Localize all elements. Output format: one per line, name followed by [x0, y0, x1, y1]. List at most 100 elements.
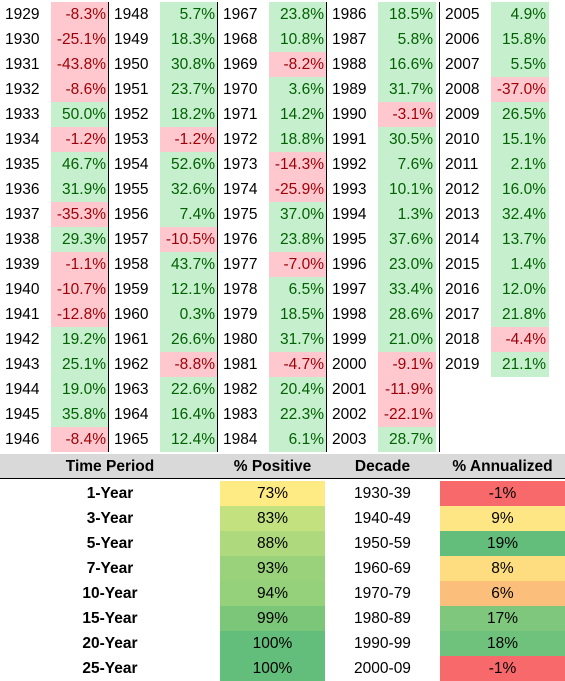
year-label: 1931	[5, 56, 40, 73]
year-label: 1929	[5, 6, 40, 23]
return-value: 10.1%	[378, 177, 436, 202]
year-label: 1976	[223, 231, 258, 248]
year-return-row: 1971 14.2%	[218, 102, 327, 127]
return-value: 5.8%	[378, 27, 436, 52]
year-label: 1999	[332, 331, 367, 348]
year-label: 1963	[114, 381, 149, 398]
year-label: 1965	[114, 431, 149, 448]
year-return-row: 1935 46.7%	[0, 152, 109, 177]
time-period-label: 5-Year	[86, 535, 134, 552]
year-label: 1961	[114, 331, 149, 348]
year-return-row: 1984 6.1%	[218, 427, 327, 452]
year-label: 1954	[114, 156, 149, 173]
year-label: 1983	[223, 406, 258, 423]
year-label: 1960	[114, 306, 149, 323]
decade-label: 1940-49	[354, 510, 411, 527]
year-label: 1982	[223, 381, 258, 398]
year-return-row: 1948 5.7%	[109, 2, 218, 27]
percent-positive-value: 100%	[220, 656, 325, 681]
year-return-row: 1999 21.0%	[327, 327, 436, 352]
year-return-row: 2014 13.7%	[440, 227, 549, 252]
year-return-row: 1962 -8.8%	[109, 352, 218, 377]
return-value: 12.1%	[160, 277, 218, 302]
year-return-row: 2016 12.0%	[440, 277, 549, 302]
year-label: 2002	[332, 406, 367, 423]
year-label: 1984	[223, 431, 258, 448]
year-label: 1938	[5, 231, 40, 248]
year-return-row: 1939 -1.1%	[0, 252, 109, 277]
return-value: 29.3%	[51, 227, 109, 252]
annualized-value: 17%	[440, 606, 565, 631]
year-label: 1934	[5, 131, 40, 148]
year-label: 2015	[445, 256, 480, 273]
year-return-row: 2018 -4.4%	[440, 327, 549, 352]
return-value: 22.6%	[160, 377, 218, 402]
return-value: 35.8%	[51, 402, 109, 427]
return-value: -10.5%	[160, 227, 218, 252]
year-label: 1967	[223, 6, 258, 23]
annualized-value: -1%	[440, 656, 565, 681]
return-value: 14.2%	[269, 102, 327, 127]
year-return-row: 1997 33.4%	[327, 277, 436, 302]
return-value: 22.3%	[269, 402, 327, 427]
year-label: 1970	[223, 81, 258, 98]
return-value: -8.4%	[51, 427, 109, 452]
return-value: -1.2%	[51, 127, 109, 152]
year-label: 2011	[445, 156, 479, 173]
decade-label: 1990-99	[354, 635, 411, 652]
return-value: 19.0%	[51, 377, 109, 402]
return-value: 1.3%	[378, 202, 436, 227]
year-return-row: 1978 6.5%	[218, 277, 327, 302]
return-value: -25.9%	[269, 177, 327, 202]
decade-label: 1960-69	[354, 560, 411, 577]
year-return-row: 1946 -8.4%	[0, 427, 109, 452]
return-value: -25.1%	[51, 27, 109, 52]
year-label: 1959	[114, 281, 149, 298]
year-return-row: 2011 2.1%	[440, 152, 549, 177]
year-return-row: 1980 31.7%	[218, 327, 327, 352]
year-return-row: 1952 18.2%	[109, 102, 218, 127]
year-label: 1972	[223, 131, 258, 148]
return-value: 0.3%	[160, 302, 218, 327]
year-return-row: 1975 37.0%	[218, 202, 327, 227]
return-value: 18.3%	[160, 27, 218, 52]
year-label: 1933	[5, 106, 40, 123]
annualized-value: -1%	[440, 481, 565, 506]
year-label: 1997	[332, 281, 367, 298]
year-label: 1936	[5, 181, 40, 198]
year-return-row: 1961 26.6%	[109, 327, 218, 352]
year-label: 1971	[223, 106, 258, 123]
return-value: 12.0%	[491, 277, 549, 302]
return-value: 23.7%	[160, 77, 218, 102]
year-return-row: 1979 18.5%	[218, 302, 327, 327]
return-value: 31.7%	[378, 77, 436, 102]
year-label: 1942	[5, 331, 40, 348]
returns-column: 1929 -8.3% 1930 -25.1% 1931 -43.8% 1932 -8.6% 19…	[0, 2, 109, 452]
year-label: 1962	[114, 356, 149, 373]
returns-column: 1967 23.8% 1968 10.8% 1969 -8.2% 1970 3.6% 1971 1…	[218, 2, 327, 452]
year-return-row: 1956 7.4%	[109, 202, 218, 227]
return-value: -35.3%	[51, 202, 109, 227]
return-value: 23.8%	[269, 2, 327, 27]
return-value: -4.4%	[491, 327, 549, 352]
year-return-row: 1995 37.6%	[327, 227, 436, 252]
year-label: 1953	[114, 131, 149, 148]
year-return-row: 1949 18.3%	[109, 27, 218, 52]
year-return-row: 1967 23.8%	[218, 2, 327, 27]
return-value: -8.3%	[51, 2, 109, 27]
year-label: 1951	[114, 81, 149, 98]
return-value: 12.4%	[160, 427, 218, 452]
year-return-row: 1964 16.4%	[109, 402, 218, 427]
year-label: 1955	[114, 181, 149, 198]
year-return-row: 1969 -8.2%	[218, 52, 327, 77]
year-return-row: 1953 -1.2%	[109, 127, 218, 152]
year-return-row: 1981 -4.7%	[218, 352, 327, 377]
year-return-row: 1998 28.6%	[327, 302, 436, 327]
annualized-value: 19%	[440, 531, 565, 556]
return-value: -3.1%	[378, 102, 436, 127]
year-label: 1949	[114, 31, 149, 48]
return-value: 32.4%	[491, 202, 549, 227]
return-value: -7.0%	[269, 252, 327, 277]
return-value: 16.0%	[491, 177, 549, 202]
return-value: 43.7%	[160, 252, 218, 277]
